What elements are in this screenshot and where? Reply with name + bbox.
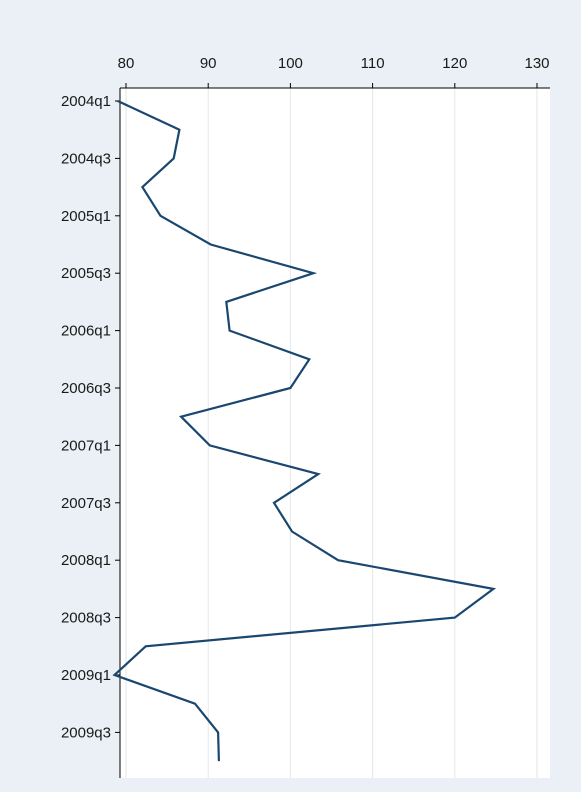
time-axis-tick-label: 2008q1 xyxy=(61,552,111,569)
time-axis-tick-label: 2007q3 xyxy=(61,495,111,512)
time-axis-tick-label: 2005q3 xyxy=(61,265,111,282)
value-axis-tick-label: 100 xyxy=(278,55,303,72)
axes: 80 90 100 110 120 130 2004q1 2004q3 2005q1 2005q3… xyxy=(61,55,550,778)
series-line xyxy=(112,100,497,762)
value-axis-tick-label: 120 xyxy=(442,55,467,72)
value-axis-tick-label: 110 xyxy=(361,55,385,72)
value-axis-tick-label: 130 xyxy=(524,55,549,72)
time-axis-tick-label: 2004q1 xyxy=(61,93,111,110)
time-axis-tick-label: 2006q3 xyxy=(61,380,111,397)
time-axis-tick-label: 2006q1 xyxy=(61,323,111,340)
time-axis-tick-label: 2007q1 xyxy=(61,437,111,454)
plot-area xyxy=(120,88,550,778)
time-axis-tick-label: 2004q3 xyxy=(61,150,111,167)
time-axis-tick-label: 2008q3 xyxy=(61,610,111,627)
time-axis-tick-label: 2005q1 xyxy=(61,208,111,225)
series-layer xyxy=(112,100,497,762)
time-axis-tick-label: 2009q1 xyxy=(61,667,111,684)
time-axis-tick-label: 2009q3 xyxy=(61,724,111,741)
value-axis-tick-label: 80 xyxy=(118,55,135,72)
value-axis-tick-label: 90 xyxy=(200,55,217,72)
